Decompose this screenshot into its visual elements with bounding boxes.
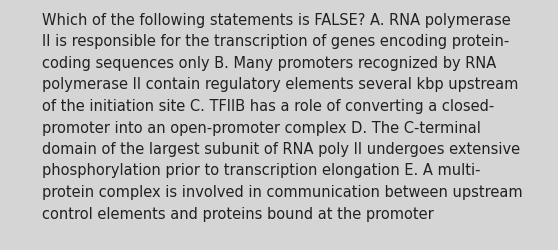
Text: protein complex is involved in communication between upstream: protein complex is involved in communica… bbox=[42, 184, 523, 199]
Text: phosphorylation prior to transcription elongation E. A multi-: phosphorylation prior to transcription e… bbox=[42, 163, 480, 178]
Text: polymerase II contain regulatory elements several kbp upstream: polymerase II contain regulatory element… bbox=[42, 77, 518, 92]
Text: of the initiation site C. TFIIB has a role of converting a closed-: of the initiation site C. TFIIB has a ro… bbox=[42, 98, 494, 114]
Text: coding sequences only B. Many promoters recognized by RNA: coding sequences only B. Many promoters … bbox=[42, 56, 496, 71]
Text: promoter into an open-promoter complex D. The C-terminal: promoter into an open-promoter complex D… bbox=[42, 120, 481, 135]
Text: control elements and proteins bound at the promoter: control elements and proteins bound at t… bbox=[42, 206, 434, 220]
Text: domain of the largest subunit of RNA poly II undergoes extensive: domain of the largest subunit of RNA pol… bbox=[42, 142, 520, 156]
Text: Which of the following statements is FALSE? A. RNA polymerase: Which of the following statements is FAL… bbox=[42, 13, 511, 28]
Text: II is responsible for the transcription of genes encoding protein-: II is responsible for the transcription … bbox=[42, 34, 509, 49]
